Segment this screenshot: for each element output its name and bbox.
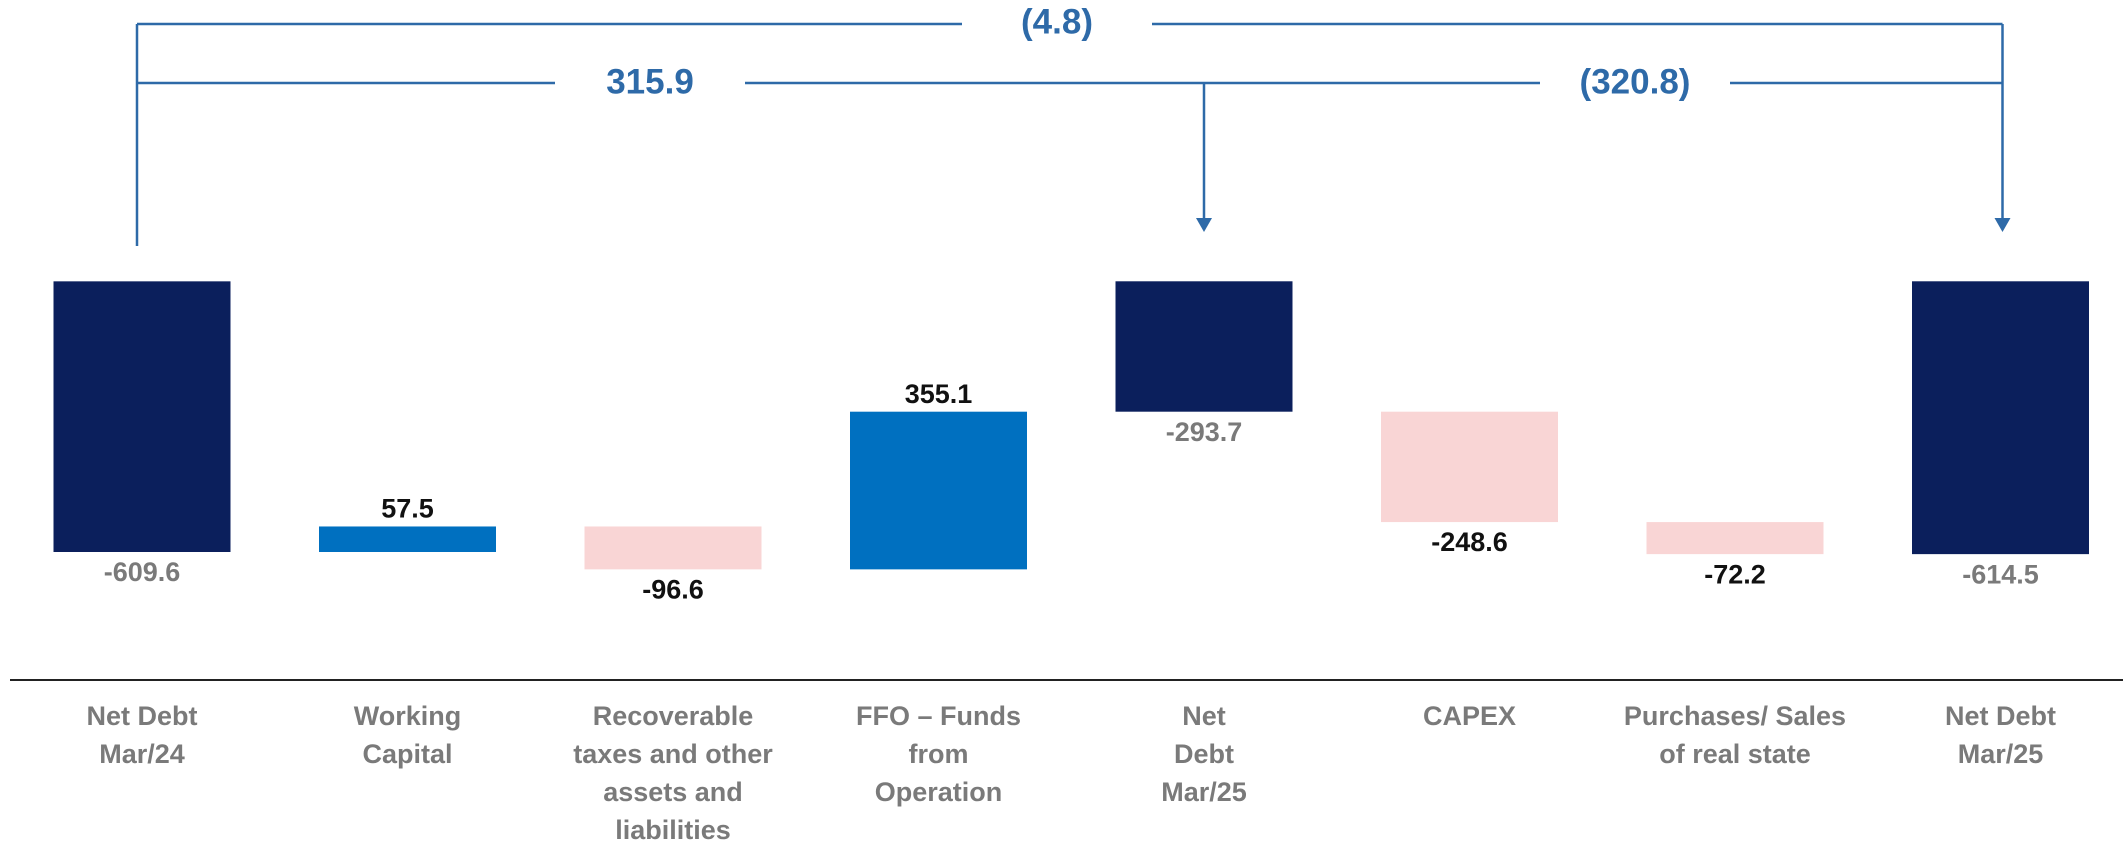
annotation: (4.8) — [1021, 2, 1093, 41]
value-label: -293.7 — [1166, 417, 1243, 447]
value-label: -248.6 — [1431, 527, 1508, 557]
category-label: Net Debt Mar/25 — [1944, 701, 2056, 769]
annotation-bg — [962, 2, 1152, 46]
value-label: -614.5 — [1962, 559, 2039, 589]
bar — [319, 526, 496, 552]
bar — [1912, 281, 2089, 555]
bar — [53, 281, 231, 552]
category-label: FFO – Funds from Operation — [856, 701, 1021, 807]
bar — [850, 411, 1027, 570]
bar — [1381, 411, 1558, 523]
value-label: 355.1 — [905, 379, 973, 409]
bar — [1115, 281, 1293, 412]
category-label: Recoverable taxes and other assets and l… — [573, 701, 773, 843]
category-label: Net Debt Mar/25 — [1161, 701, 1247, 807]
arrow-head — [1196, 218, 1212, 232]
value-label: -609.6 — [104, 557, 181, 587]
annotation: (320.8) — [1580, 62, 1691, 101]
bar — [1646, 522, 1824, 555]
annotation: 315.9 — [606, 62, 694, 101]
category-label: Net Debt Mar/24 — [86, 701, 198, 769]
bar — [584, 526, 762, 570]
category-label: CAPEX — [1422, 701, 1517, 731]
value-label: -96.6 — [642, 574, 704, 604]
value-label: 57.5 — [381, 494, 434, 524]
category-label: Purchases/ Sales of real state — [1623, 701, 1847, 769]
category-label: Working Capital — [353, 701, 462, 769]
annotation-bg — [1540, 62, 1730, 106]
arrow-head — [1994, 218, 2011, 232]
value-label: -72.2 — [1704, 559, 1766, 589]
annotation-bg — [555, 62, 745, 106]
